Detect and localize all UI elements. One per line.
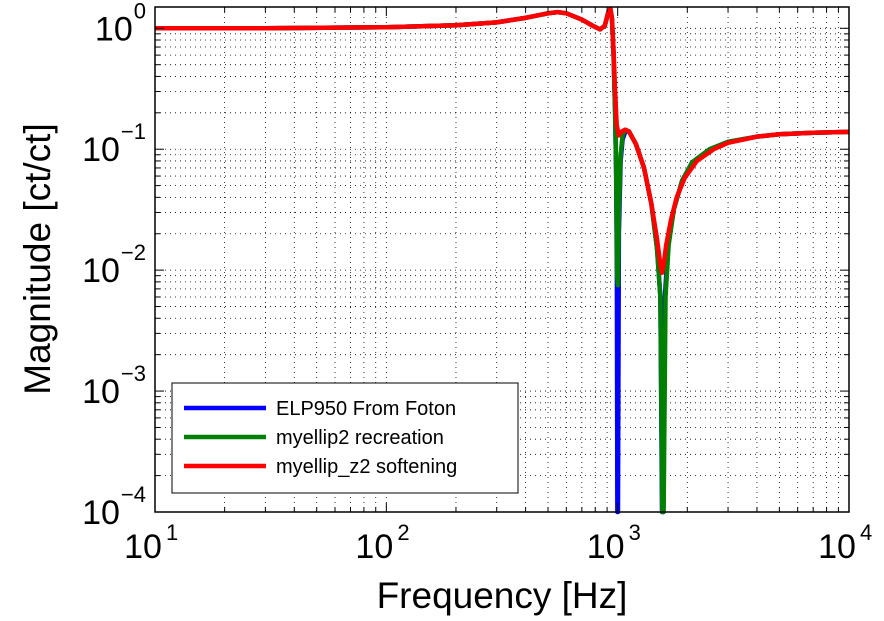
y-tick-label-exponent: −1	[121, 119, 146, 144]
legend-item: ELP950 From Foton	[184, 398, 456, 420]
y-tick-label-base: 10	[95, 10, 133, 48]
legend-item: myellip_z2 softening	[184, 456, 457, 478]
y-tick-label: −410	[82, 482, 146, 532]
x-tick-label-exponent: 3	[629, 520, 641, 545]
x-tick-label: 10 4	[818, 520, 872, 566]
tick-marks	[154, 7, 849, 513]
legend-item: myellip2 recreation	[184, 427, 444, 449]
x-tick-label-exponent: 4	[860, 520, 872, 545]
y-tick-label-base: 10	[82, 373, 120, 411]
y-tick-label-base: 10	[82, 494, 120, 532]
series-layer	[155, 6, 850, 515]
legend: ELP950 From Foton myellip2 recreation myel…	[171, 382, 519, 494]
y-tick-label-base: 10	[82, 252, 120, 290]
plot-frame	[154, 6, 850, 513]
x-tick-label-exponent: 1	[166, 520, 178, 545]
x-tick-label-base: 10	[587, 528, 625, 566]
x-tick-label-exponent: 2	[397, 520, 409, 545]
y-axis-label: Magnitude [ct/ct]	[17, 123, 58, 394]
y-tick-label: −310	[82, 361, 146, 411]
y-tick-label-exponent: 0	[134, 0, 146, 23]
x-tick-label: 10 2	[355, 520, 409, 566]
series-line-3	[155, 6, 850, 276]
y-tick-label: 010	[95, 0, 146, 48]
x-tick-label-base: 10	[355, 528, 393, 566]
y-tick-label-base: 10	[82, 131, 120, 169]
x-tick-label: 10 3	[587, 520, 641, 566]
legend-label: ELP950 From Foton	[276, 398, 456, 420]
y-tick-label-exponent: −2	[121, 240, 146, 265]
legend-label: myellip2 recreation	[276, 427, 444, 449]
x-tick-label: 10 1	[124, 520, 178, 566]
y-tick-label-exponent: −3	[121, 361, 146, 386]
y-tick-label: −110	[82, 119, 146, 169]
legend-label: myellip_z2 softening	[276, 456, 457, 478]
x-tick-label-base: 10	[124, 528, 162, 566]
y-tick-label: −210	[82, 240, 146, 290]
x-tick-label-base: 10	[818, 528, 856, 566]
x-axis-label: Frequency [Hz]	[377, 575, 628, 616]
y-tick-label-exponent: −4	[121, 482, 146, 507]
